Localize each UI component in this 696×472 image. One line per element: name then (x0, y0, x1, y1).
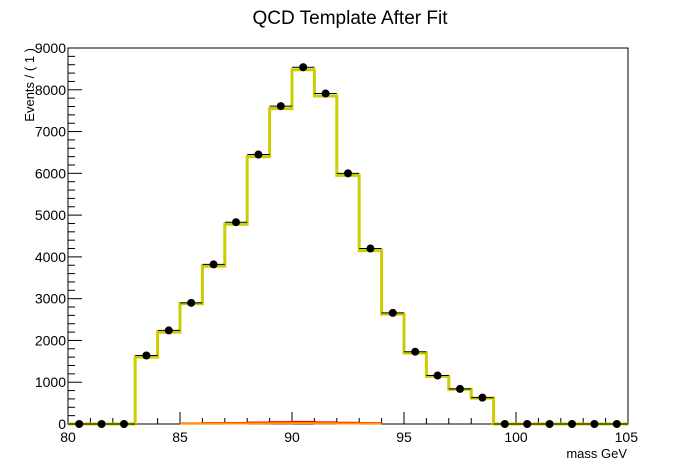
data-point (500, 420, 509, 428)
y-tick-label: 1000 (35, 374, 66, 390)
data-point (590, 420, 599, 428)
x-tick-label: 95 (396, 429, 412, 445)
y-tick-label: 7000 (35, 124, 66, 140)
fit-histogram-line (68, 68, 628, 426)
y-tick-label: 9000 (35, 40, 66, 56)
plot-frame (67, 47, 629, 425)
y-tick-label: 3000 (35, 291, 66, 307)
x-tick-label: 85 (172, 429, 188, 445)
data-point (97, 420, 106, 428)
y-tick-label: 5000 (35, 207, 66, 223)
data-point (254, 150, 263, 159)
data-point (478, 393, 487, 402)
y-tick-label: 2000 (35, 332, 66, 348)
y-tick-label: 8000 (35, 82, 66, 98)
x-tick-label: 105 (615, 429, 639, 445)
y-axis-label: Events / ( 1 ) (22, 48, 37, 122)
data-point (187, 298, 196, 307)
data-point (568, 420, 576, 428)
data-point (433, 371, 442, 380)
x-tick-label: 90 (284, 429, 300, 445)
data-point (232, 218, 240, 227)
data-point (164, 326, 173, 335)
data-point (523, 420, 532, 428)
chart-title: QCD Template After Fit (253, 8, 449, 29)
data-point (142, 351, 151, 360)
data-point (299, 63, 308, 72)
data-point (366, 244, 375, 253)
x-axis-label: mass GeV (566, 446, 627, 461)
y-axis: 0 1000 2000 3000 4000 5000 6000 7000 8000 9000 (35, 40, 82, 432)
y-tick-label: 0 (58, 416, 66, 432)
x-tick-label: 100 (504, 429, 528, 445)
data-point (388, 308, 397, 317)
data-point (209, 260, 218, 269)
data-point (276, 102, 285, 111)
x-axis: 80 85 90 95 100 105 (60, 412, 638, 445)
data-point (612, 420, 621, 428)
data-point (545, 420, 554, 428)
data-point (75, 420, 84, 428)
data-point (456, 384, 464, 393)
series-layer (68, 63, 628, 428)
data-point (321, 89, 330, 98)
component-curve (180, 422, 382, 425)
x-tick-label: 80 (60, 429, 76, 445)
data-point (120, 420, 128, 428)
data-point (344, 169, 352, 178)
y-tick-label: 6000 (35, 165, 66, 181)
y-tick-label: 4000 (35, 249, 66, 265)
data-point (411, 347, 420, 356)
